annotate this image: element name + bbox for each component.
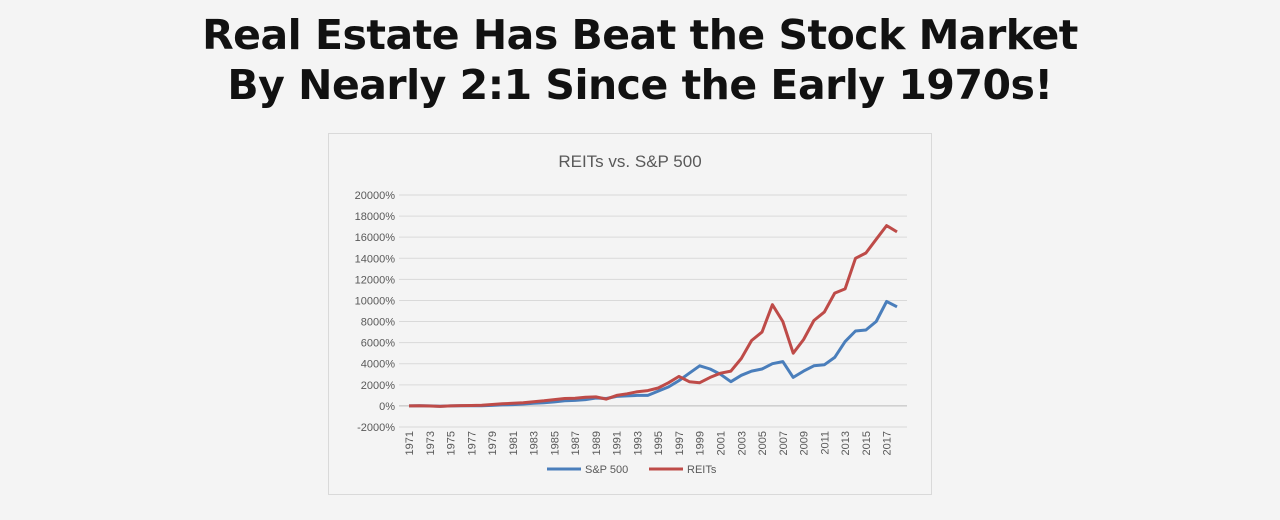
x-tick-label: 1995 xyxy=(653,431,665,455)
x-tick-label: 2015 xyxy=(861,431,873,455)
x-tick-label: 1983 xyxy=(529,431,541,455)
x-tick-label: 2009 xyxy=(799,431,811,455)
y-tick-label: 10000% xyxy=(355,295,396,307)
x-tick-label: 1993 xyxy=(632,431,644,455)
x-tick-label: 2001 xyxy=(715,431,727,455)
headline: Real Estate Has Beat the Stock Market By… xyxy=(0,10,1280,110)
x-tick-label: 2013 xyxy=(840,431,852,455)
headline-line-1: Real Estate Has Beat the Stock Market xyxy=(202,11,1078,59)
y-tick-label: 16000% xyxy=(355,232,396,244)
legend-label: REITs xyxy=(687,464,717,476)
x-tick-label: 1971 xyxy=(404,431,416,455)
chart-container: REITs vs. S&P 500 -2000% 0% 2000% 4000% 6000… xyxy=(328,133,932,495)
x-tick-label: 1999 xyxy=(695,431,707,455)
legend-label: S&P 500 xyxy=(585,464,628,476)
x-tick-label: 1973 xyxy=(425,431,437,455)
x-tick-label: 2011 xyxy=(819,431,831,455)
chart-title: REITs vs. S&P 500 xyxy=(558,152,701,171)
headline-line-2: By Nearly 2:1 Since the Early 1970s! xyxy=(227,61,1053,109)
x-tick-label: 2003 xyxy=(736,431,748,455)
x-tick-label: 1987 xyxy=(570,431,582,455)
y-tick-label: 12000% xyxy=(355,274,396,286)
x-tick-label: 1997 xyxy=(674,431,686,455)
x-tick-label: 1985 xyxy=(549,431,561,455)
line-chart: REITs vs. S&P 500 -2000% 0% 2000% 4000% 6000… xyxy=(355,152,907,476)
x-tick-label: 2007 xyxy=(778,431,790,455)
y-tick-label: 18000% xyxy=(355,211,396,223)
y-tick-label: 8000% xyxy=(361,317,395,329)
x-tick-label: 2005 xyxy=(757,431,769,455)
y-tick-label: 14000% xyxy=(355,253,396,265)
y-tick-label: 20000% xyxy=(355,190,396,202)
x-tick-label: 1975 xyxy=(446,431,458,455)
x-tick-label: 1979 xyxy=(487,431,499,455)
y-tick-label: 0% xyxy=(379,401,395,413)
x-tick-label: 1991 xyxy=(612,431,624,455)
x-tick-label: 2017 xyxy=(882,431,894,455)
y-tick-label: 2000% xyxy=(361,380,395,392)
y-tick-label: -2000% xyxy=(357,422,395,434)
y-tick-label: 6000% xyxy=(361,338,395,350)
x-tick-label: 1989 xyxy=(591,431,603,455)
x-tick-label: 1977 xyxy=(466,431,478,455)
y-tick-label: 4000% xyxy=(361,359,395,371)
x-tick-label: 1981 xyxy=(508,431,520,455)
series-line-reits xyxy=(408,224,898,408)
